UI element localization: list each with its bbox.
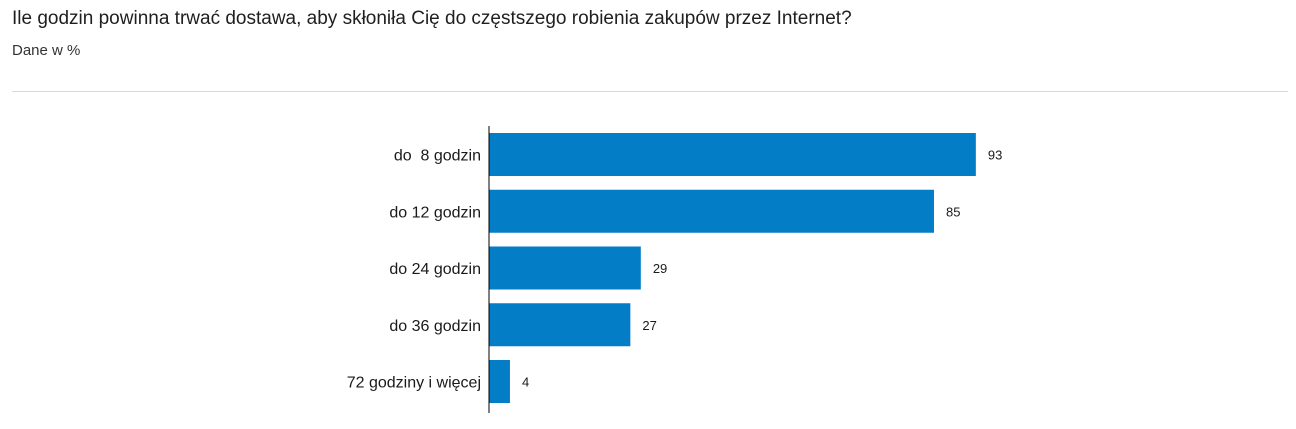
bar	[489, 303, 631, 347]
data-label: 27	[642, 318, 656, 333]
bar	[489, 360, 510, 403]
chart-title: Ile godzin powinna trwać dostawa, aby sk…	[12, 8, 852, 29]
bar	[489, 189, 934, 233]
data-label: 29	[653, 261, 667, 276]
data-label: 85	[946, 204, 960, 219]
category-label: do 24 godzin	[389, 261, 481, 278]
category-label: 72 godziny i więcej	[347, 375, 481, 392]
bar	[489, 246, 641, 290]
category-label: do 12 godzin	[389, 204, 481, 221]
data-label: 4	[522, 375, 529, 390]
category-label: do 36 godzin	[389, 318, 481, 335]
chart-subtitle: Dane w %	[12, 42, 81, 59]
data-label: 93	[988, 148, 1002, 163]
header-divider	[12, 91, 1288, 92]
category-label: do 8 godzin	[394, 148, 481, 165]
bar	[489, 133, 976, 176]
